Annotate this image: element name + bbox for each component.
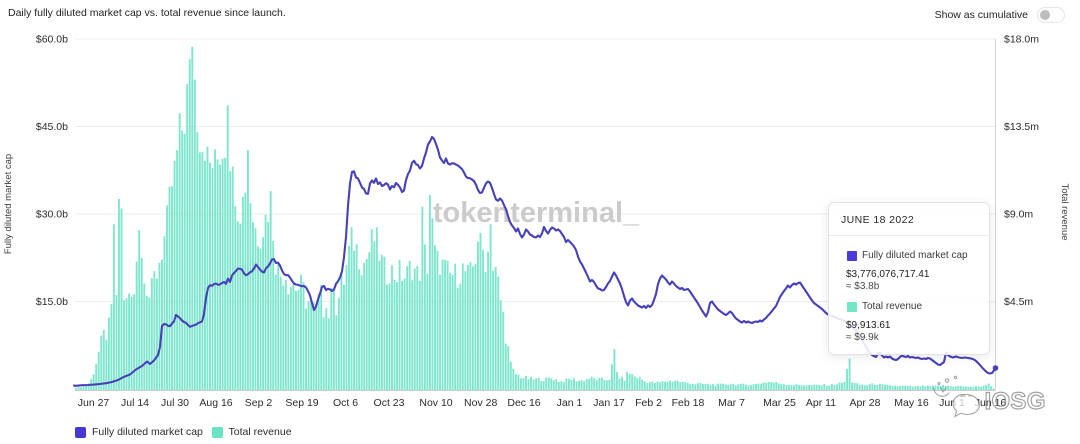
svg-text:$9.0m: $9.0m — [1004, 209, 1033, 221]
svg-text:Apr 11: Apr 11 — [806, 397, 836, 409]
svg-text:$18.0m: $18.0m — [1004, 34, 1039, 46]
svg-text:$30.0b: $30.0b — [36, 209, 68, 221]
svg-text:Jan 1: Jan 1 — [557, 397, 583, 409]
svg-text:Sep 2: Sep 2 — [245, 397, 273, 409]
svg-text:Jun 16: Jun 16 — [975, 397, 1007, 409]
svg-text:May 16: May 16 — [894, 397, 929, 409]
svg-text:Apr 28: Apr 28 — [850, 397, 881, 409]
svg-text:Feb 18: Feb 18 — [672, 397, 705, 409]
svg-text:Jul 14: Jul 14 — [121, 397, 149, 409]
svg-text:$60.0b: $60.0b — [36, 34, 68, 46]
svg-text:Oct 23: Oct 23 — [374, 397, 405, 409]
svg-text:$45.0b: $45.0b — [36, 121, 68, 133]
svg-text:Total revenue: Total revenue — [1059, 183, 1070, 240]
svg-text:Mar 7: Mar 7 — [718, 397, 745, 409]
svg-text:Mar 25: Mar 25 — [763, 397, 796, 409]
svg-text:Nov 10: Nov 10 — [419, 397, 452, 409]
svg-text:Nov 28: Nov 28 — [464, 397, 497, 409]
svg-text:$4.5m: $4.5m — [1004, 296, 1033, 308]
svg-text:$15.0b: $15.0b — [36, 296, 68, 308]
svg-text:Oct 6: Oct 6 — [333, 397, 358, 409]
svg-text:Dec 16: Dec 16 — [507, 397, 540, 409]
svg-text:Jun 27: Jun 27 — [78, 397, 110, 409]
svg-text:Fully diluted market cap: Fully diluted market cap — [3, 154, 14, 254]
svg-text:Sep 19: Sep 19 — [285, 397, 318, 409]
svg-text:tokenterminal_: tokenterminal_ — [433, 197, 640, 229]
svg-text:Feb 2: Feb 2 — [635, 397, 662, 409]
svg-text:Jan 17: Jan 17 — [593, 397, 625, 409]
svg-text:IOSG: IOSG — [985, 388, 1046, 415]
svg-text:Jul 30: Jul 30 — [161, 397, 189, 409]
svg-text:$13.5m: $13.5m — [1004, 121, 1039, 133]
svg-text:Aug 16: Aug 16 — [199, 397, 232, 409]
